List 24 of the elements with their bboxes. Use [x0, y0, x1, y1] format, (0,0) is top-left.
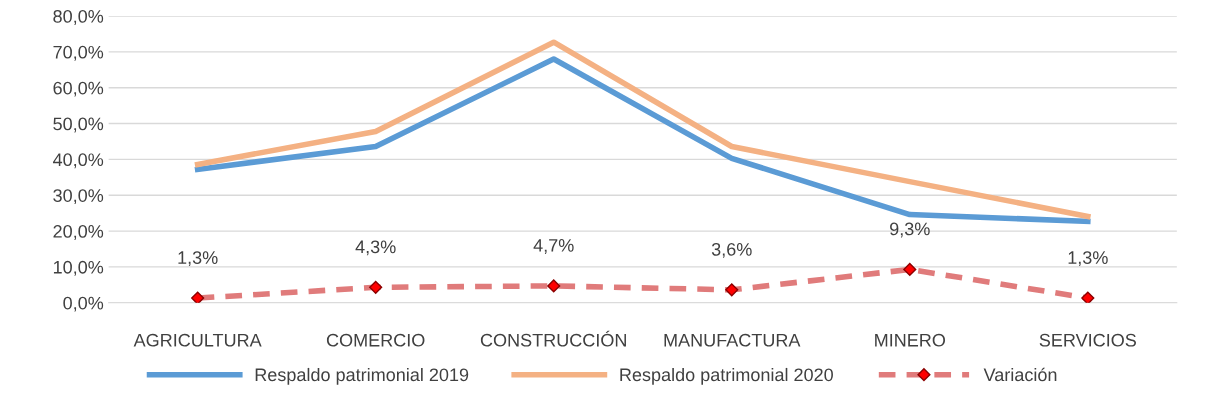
- data-label: 3,6%: [711, 242, 752, 258]
- x-tick-label: MINERO: [875, 333, 946, 347]
- x-tick-label: SERVICIOS: [1039, 333, 1136, 347]
- y-tick-label: 50,0%: [53, 117, 104, 133]
- legend-label: Variación: [983, 367, 1057, 382]
- y-tick-label: 70,0%: [53, 45, 104, 61]
- y-tick-label: 60,0%: [53, 81, 104, 97]
- data-label: 4,3%: [355, 240, 396, 256]
- legend-label: Respaldo patrimonial 2019: [255, 367, 469, 385]
- x-tick-label: MANUFACTURA: [664, 333, 801, 347]
- y-tick-label: 40,0%: [52, 153, 104, 169]
- data-label: 9,3%: [890, 222, 930, 238]
- data-label: 1,3%: [178, 251, 218, 267]
- data-label: 4,7%: [533, 239, 574, 254]
- x-tick-label: CONSTRUCCIÓN: [480, 330, 626, 347]
- data-label: 1,3%: [1068, 251, 1108, 267]
- x-tick-label: COMERCIO: [326, 333, 425, 347]
- legend-label: Respaldo patrimonial 2020: [620, 367, 833, 385]
- x-tick-label: AGRICULTURA: [133, 333, 262, 347]
- y-tick-label: 80,0%: [53, 9, 104, 25]
- y-tick-label: 0,0%: [63, 296, 104, 312]
- y-tick-label: 30,0%: [53, 189, 104, 205]
- y-tick-label: 20,0%: [53, 225, 104, 240]
- y-tick-label: 10,0%: [53, 260, 104, 276]
